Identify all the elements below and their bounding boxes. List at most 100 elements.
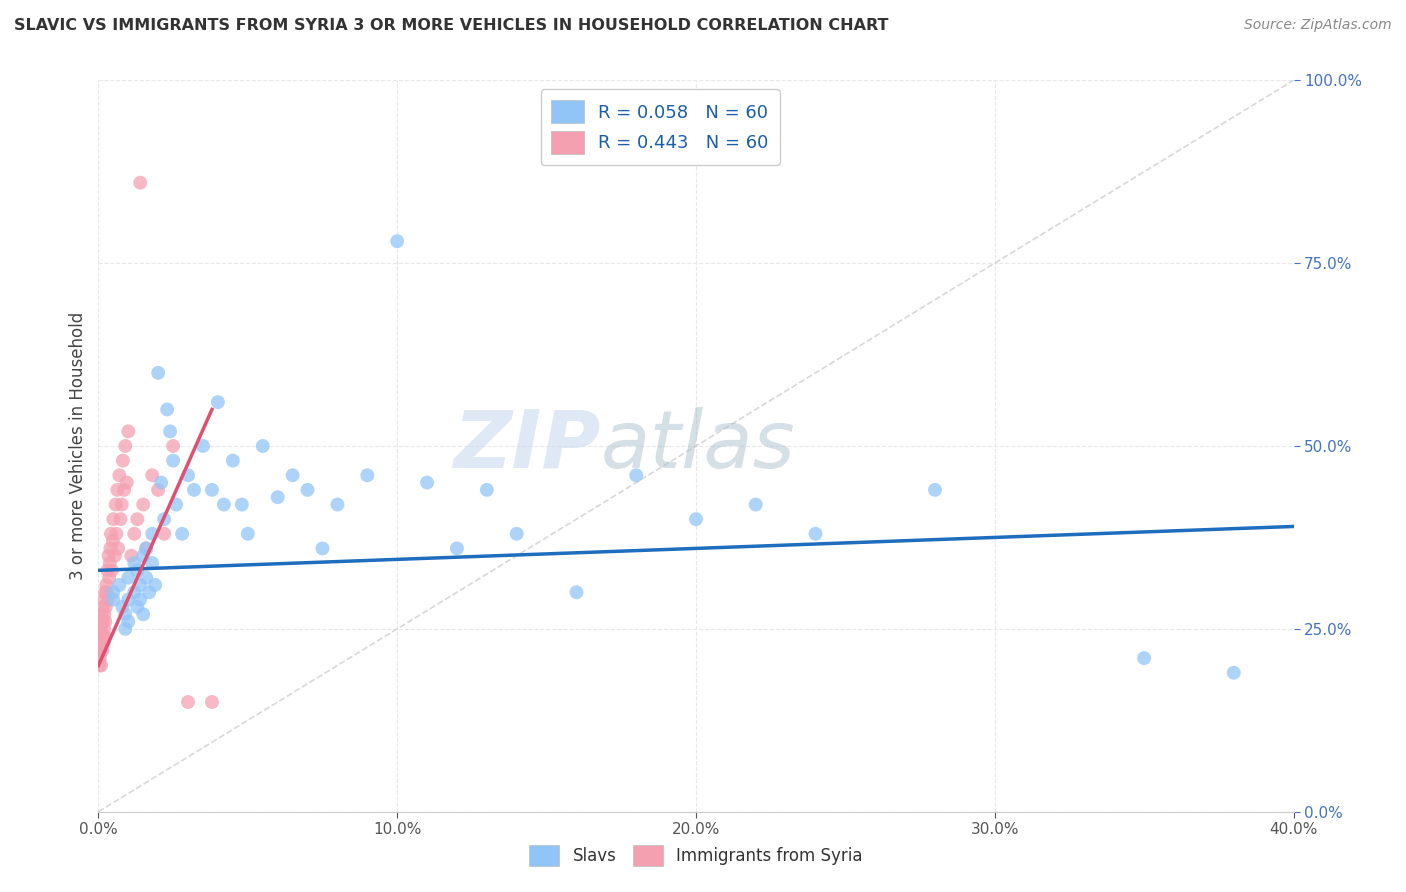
Point: [132, 607, 155, 622]
Point: [108, 578, 131, 592]
Point: [89, 644, 111, 658]
Point: [105, 483, 128, 497]
Point: [104, 498, 127, 512]
Point: [111, 498, 134, 512]
Point: [90, 622, 112, 636]
Point: [162, 453, 184, 467]
Point: [222, 453, 245, 467]
Point: [143, 578, 166, 592]
Point: [129, 176, 152, 190]
Point: [111, 453, 134, 467]
Point: [141, 468, 163, 483]
Point: [127, 599, 149, 614]
Point: [117, 425, 139, 439]
Point: [326, 498, 349, 512]
Point: [103, 585, 125, 599]
Y-axis label: 3 or more Vehicles in Household: 3 or more Vehicles in Household: [69, 312, 87, 580]
Text: SLAVIC VS IMMIGRANTS FROM SYRIA 3 OR MORE VEHICLES IN HOUSEHOLD CORRELATION CHAR: SLAVIC VS IMMIGRANTS FROM SYRIA 3 OR MOR…: [14, 18, 889, 33]
Point: [1223, 665, 1246, 680]
Point: [191, 439, 214, 453]
Point: [98, 571, 121, 585]
Point: [281, 468, 304, 483]
Point: [153, 526, 176, 541]
Point: [385, 234, 409, 248]
Point: [89, 651, 111, 665]
Point: [124, 585, 146, 599]
Point: [97, 549, 120, 563]
Point: [201, 695, 224, 709]
Point: [90, 636, 112, 650]
Point: [297, 483, 319, 497]
Point: [93, 636, 115, 650]
Text: ZIP: ZIP: [453, 407, 600, 485]
Point: [94, 615, 117, 629]
Point: [267, 490, 290, 504]
Point: [101, 534, 124, 549]
Point: [446, 541, 468, 556]
Point: [201, 483, 224, 497]
Point: [93, 622, 115, 636]
Point: [87, 644, 110, 658]
Point: [252, 439, 274, 453]
Point: [89, 658, 111, 673]
Point: [159, 425, 181, 439]
Point: [91, 615, 114, 629]
Point: [162, 439, 184, 453]
Point: [475, 483, 498, 497]
Point: [148, 483, 170, 497]
Point: [311, 541, 333, 556]
Point: [91, 599, 114, 614]
Point: [129, 592, 152, 607]
Point: [416, 475, 439, 490]
Point: [356, 468, 378, 483]
Point: [96, 578, 118, 592]
Point: [924, 483, 946, 497]
Point: [104, 549, 127, 563]
Point: [94, 585, 117, 599]
Point: [96, 563, 118, 577]
Point: [132, 549, 155, 563]
Point: [93, 592, 115, 607]
Point: [124, 526, 146, 541]
Point: [98, 541, 122, 556]
Point: [236, 526, 259, 541]
Point: [231, 498, 253, 512]
Point: [153, 512, 176, 526]
Point: [91, 607, 114, 622]
Point: [804, 526, 827, 541]
Point: [129, 578, 152, 592]
Point: [89, 629, 111, 643]
Point: [114, 622, 136, 636]
Point: [177, 695, 200, 709]
Point: [100, 526, 122, 541]
Point: [103, 592, 125, 607]
Point: [117, 615, 139, 629]
Point: [94, 599, 117, 614]
Point: [685, 512, 707, 526]
Point: [141, 556, 163, 570]
Point: [150, 475, 173, 490]
Point: [135, 571, 157, 585]
Point: [91, 629, 114, 643]
Legend: Slavs, Immigrants from Syria: Slavs, Immigrants from Syria: [523, 838, 869, 873]
Point: [115, 475, 138, 490]
Point: [101, 563, 124, 577]
Point: [177, 468, 200, 483]
Point: [156, 402, 179, 417]
Point: [141, 526, 163, 541]
Point: [112, 483, 135, 497]
Point: [132, 498, 155, 512]
Point: [91, 644, 114, 658]
Point: [110, 512, 132, 526]
Point: [98, 556, 121, 570]
Point: [745, 498, 768, 512]
Point: [114, 607, 136, 622]
Point: [103, 512, 125, 526]
Text: atlas: atlas: [600, 407, 796, 485]
Point: [148, 366, 170, 380]
Point: [120, 549, 142, 563]
Point: [138, 585, 160, 599]
Point: [117, 571, 139, 585]
Point: [90, 658, 112, 673]
Point: [124, 556, 146, 570]
